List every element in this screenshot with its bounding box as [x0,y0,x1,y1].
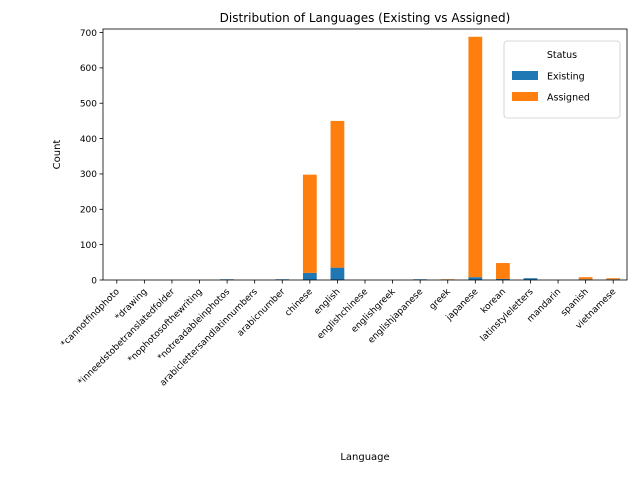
x-tick-label: chinese [283,287,315,319]
chart-title: Distribution of Languages (Existing vs A… [220,11,511,25]
y-tick-label: 500 [80,100,97,110]
bar-existing-chinese [302,272,317,280]
legend-swatch-existing [512,71,538,80]
bar-assigned-spanish [578,277,593,280]
bar-assigned-vietnamese [606,278,621,280]
y-tick-label: 400 [80,135,97,145]
bar-assigned-japanese [468,36,483,278]
y-tick-label: 100 [80,241,97,251]
legend-label-existing: Existing [547,72,585,83]
bar-existing-korean [496,278,510,280]
y-tick-label: 200 [80,206,97,216]
y-axis-label: Count [52,140,63,170]
x-axis-label: Language [340,452,389,463]
y-tick-label: 0 [91,276,97,286]
x-tick-label: greek [428,287,454,313]
y-tick-label: 300 [80,170,97,180]
y-tick-label: 700 [80,29,97,39]
bar-existing-latinstyleletters [523,278,538,280]
y-tick-label: 600 [80,64,97,74]
bar-assigned-english [330,120,345,268]
x-tick-label: arabicnumber [236,287,288,339]
bar-assigned-chinese [302,174,317,273]
bar-existing-japanese [468,277,483,280]
legend-title: Status [547,50,577,61]
legend: Status Existing Assigned [503,40,621,119]
legend-swatch-assigned [512,92,538,101]
x-tick-label: *cannotfindphoto [59,287,122,350]
legend-label-assigned: Assigned [547,93,590,104]
bar-assigned-korean [496,263,510,279]
bar-existing-english [330,267,345,280]
